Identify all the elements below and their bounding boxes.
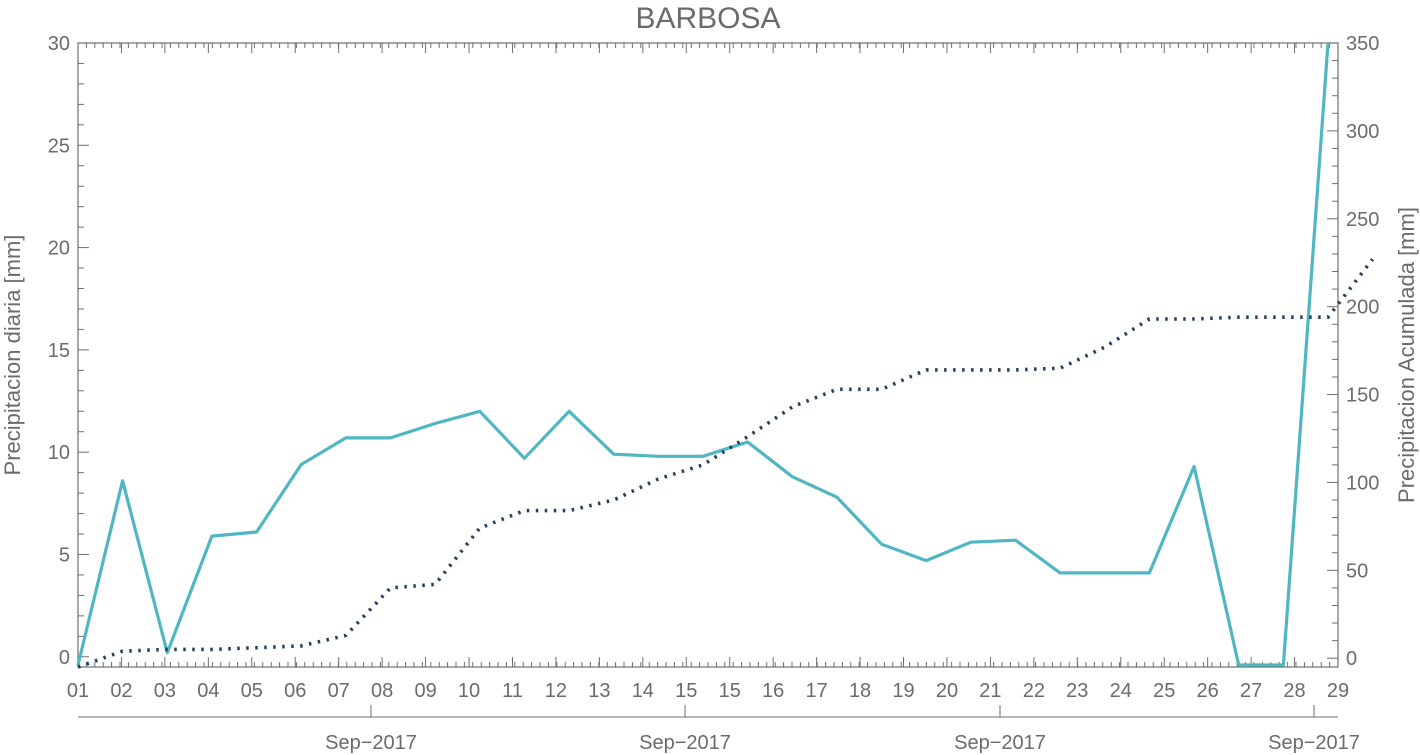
x-tick-label: 25	[1153, 680, 1175, 702]
x-tick-label: 08	[371, 680, 393, 702]
accumulated-precipitation-line	[77, 258, 1375, 669]
x-tick-label: 15	[675, 680, 697, 702]
x-tick-label: 21	[979, 680, 1001, 702]
x-tick-label: 15	[719, 680, 741, 702]
chart-title: BARBOSA	[635, 2, 780, 35]
x-tick-label: 07	[328, 680, 350, 702]
date-axis-label: Sep−2017	[639, 732, 731, 754]
right-tick-label: 150	[1346, 385, 1379, 407]
left-tick-label: 0	[59, 647, 70, 669]
right-tick-label: 250	[1346, 209, 1379, 231]
x-tick-label: 24	[1110, 680, 1132, 702]
x-axis-tick-labels: 01 02 03 04 05 06 07 08 09 10 11 12 13 14 15 15 16 17 18 19…	[67, 680, 1349, 702]
plot-frame	[77, 42, 1339, 668]
left-tick-label: 30	[48, 33, 70, 55]
x-tick-label: 28	[1283, 680, 1305, 702]
date-axis-label: Sep−2017	[1268, 732, 1360, 754]
right-axis-title: Precipitacion Acumulada [mm]	[1394, 207, 1419, 503]
x-tick-label: 13	[588, 680, 610, 702]
x-tick-label: 12	[545, 680, 567, 702]
x-tick-label: 16	[762, 680, 784, 702]
left-tick-label: 20	[48, 238, 70, 260]
right-tick-label: 100	[1346, 472, 1379, 494]
data-series	[76, 42, 1375, 669]
x-tick-label: 03	[154, 680, 176, 702]
x-tick-label: 11	[502, 680, 523, 702]
date-axis-label: Sep−2017	[325, 732, 417, 754]
left-tick-label: 5	[59, 544, 70, 566]
x-tick-label: 05	[241, 680, 263, 702]
x-tick-label: 29	[1327, 680, 1349, 702]
right-tick-label: 350	[1346, 33, 1379, 55]
x-tick-label: 02	[110, 680, 132, 702]
x-tick-label: 22	[1023, 680, 1045, 702]
left-tick-label: 25	[48, 135, 70, 157]
daily-precipitation-line	[76, 42, 1330, 667]
x-tick-label: 04	[197, 680, 219, 702]
right-axis-tick-labels: 0 50 100 150 200 250 300 350	[1346, 33, 1379, 670]
right-tick-label: 0	[1346, 648, 1357, 670]
x-tick-label: 06	[284, 680, 306, 702]
date-axis-label: Sep−2017	[954, 732, 1046, 754]
x-tick-label: 23	[1066, 680, 1088, 702]
x-tick-label: 14	[632, 680, 654, 702]
right-tick-label: 300	[1346, 121, 1379, 143]
left-axis-tick-labels: 0 5 10 15 20 25 30	[48, 33, 70, 669]
x-tick-label: 18	[849, 680, 871, 702]
left-axis-title: Precipitacion diaria [mm]	[0, 235, 25, 476]
x-tick-label: 01	[67, 680, 89, 702]
axis-ticks	[77, 42, 1339, 667]
left-tick-label: 10	[48, 442, 70, 464]
x-tick-label: 26	[1197, 680, 1219, 702]
date-axis: Sep−2017 Sep−2017 Sep−2017 Sep−2017	[78, 705, 1360, 754]
x-tick-label: 19	[892, 680, 914, 702]
x-tick-label: 20	[936, 680, 958, 702]
x-tick-label: 10	[458, 680, 480, 702]
right-tick-label: 200	[1346, 297, 1379, 319]
x-tick-label: 09	[414, 680, 436, 702]
right-tick-label: 50	[1346, 560, 1368, 582]
x-tick-label: 17	[805, 680, 827, 702]
left-tick-label: 15	[48, 340, 70, 362]
x-tick-label: 27	[1240, 680, 1262, 702]
